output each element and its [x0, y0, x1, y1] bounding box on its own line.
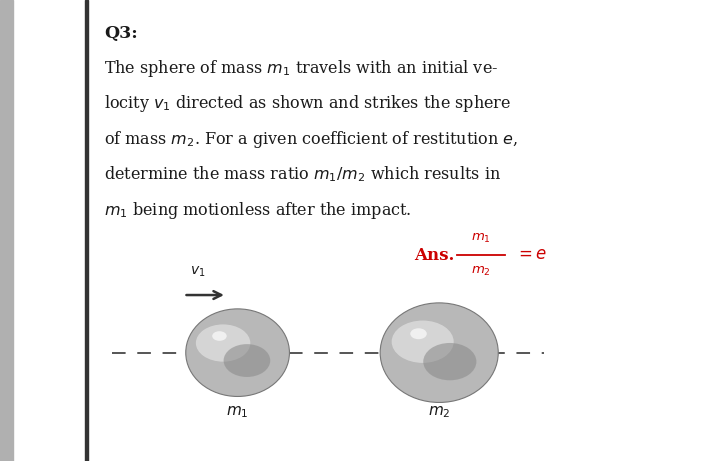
Ellipse shape [380, 303, 498, 402]
Ellipse shape [423, 343, 477, 380]
Text: Ans.: Ans. [414, 248, 454, 264]
Text: determine the mass ratio $m_1/m_2$ which results in: determine the mass ratio $m_1/m_2$ which… [104, 164, 502, 184]
Text: $m_1$ being motionless after the impact.: $m_1$ being motionless after the impact. [104, 200, 412, 221]
Ellipse shape [212, 331, 227, 341]
Text: $m_2$: $m_2$ [428, 405, 451, 420]
Ellipse shape [196, 325, 251, 361]
Bar [85, 0, 88, 461]
Text: The sphere of mass $m_1$ travels with an initial ve-: The sphere of mass $m_1$ travels with an… [104, 58, 499, 79]
Ellipse shape [186, 309, 289, 396]
Text: $m_2$: $m_2$ [471, 265, 491, 278]
Text: locity $v_1$ directed as shown and strikes the sphere: locity $v_1$ directed as shown and strik… [104, 93, 511, 114]
Text: $m_1$: $m_1$ [226, 405, 249, 420]
Ellipse shape [410, 328, 427, 339]
Text: $= e$: $= e$ [515, 247, 546, 263]
Text: of mass $m_2$. For a given coefficient of restitution $e$,: of mass $m_2$. For a given coefficient o… [104, 129, 518, 150]
Text: $v_1$: $v_1$ [190, 265, 206, 279]
Bar [0, 0, 13, 461]
Text: Q3:: Q3: [104, 25, 138, 42]
Ellipse shape [224, 344, 270, 377]
Text: $m_1$: $m_1$ [471, 232, 491, 245]
Ellipse shape [392, 320, 454, 363]
